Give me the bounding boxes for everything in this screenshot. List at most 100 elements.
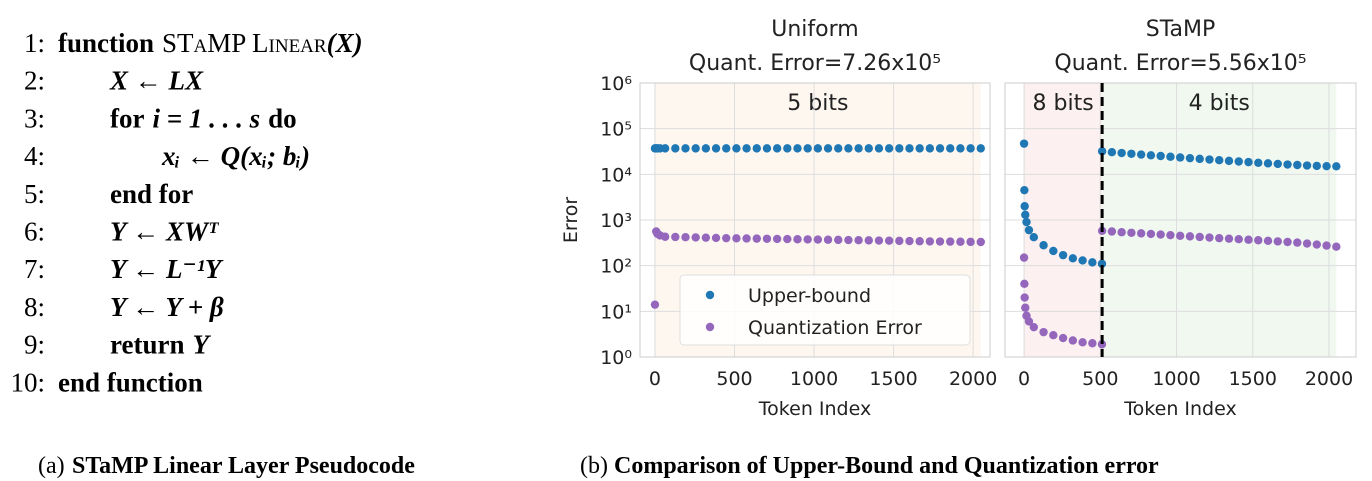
data-point [1254, 236, 1263, 245]
data-point [1020, 202, 1029, 211]
data-point [681, 233, 690, 242]
data-point [864, 144, 873, 153]
code-keyword: end for [110, 179, 193, 209]
x-tick-label: 1500 [1229, 368, 1277, 390]
data-point [783, 234, 792, 244]
data-point [1215, 155, 1224, 165]
data-point [1215, 233, 1224, 243]
y-tick-label: 10³ [600, 210, 632, 232]
data-point [925, 237, 935, 246]
data-point [905, 236, 914, 246]
data-point [915, 237, 924, 246]
x-tick-label: 1000 [790, 368, 838, 390]
data-point [1117, 228, 1126, 237]
data-point [1166, 152, 1175, 161]
data-point [976, 144, 985, 153]
code-code: i = 1 . . . s [152, 103, 260, 133]
data-point [650, 300, 660, 309]
legend-marker [705, 290, 715, 300]
data-point [772, 144, 782, 153]
data-point [823, 144, 833, 153]
region-label: 4 bits [1189, 91, 1250, 116]
data-point [762, 234, 772, 243]
line-number: 4: [24, 141, 45, 171]
data-point [1058, 333, 1068, 343]
data-point [1166, 230, 1175, 240]
data-point [1068, 336, 1078, 345]
data-point [895, 144, 904, 153]
line-number: 7: [24, 254, 45, 284]
data-point [1127, 149, 1136, 158]
data-point [732, 144, 741, 153]
caption-label: (a) [38, 453, 65, 479]
data-point [1263, 159, 1273, 168]
data-point [976, 237, 985, 247]
data-point [1234, 157, 1243, 166]
code-line: end function [58, 367, 203, 397]
data-point [1117, 148, 1126, 158]
data-point [1097, 340, 1107, 349]
data-point [1322, 161, 1331, 171]
data-point [844, 144, 853, 153]
chart-title: Uniform [771, 17, 858, 42]
code-code: xᵢ ← Q(xᵢ; bᵢ) [161, 141, 310, 171]
data-point [732, 234, 741, 243]
data-point [1024, 225, 1034, 235]
data-point [671, 232, 680, 242]
data-point [1185, 232, 1195, 241]
data-point [1020, 185, 1029, 195]
data-point [834, 144, 843, 153]
data-point [681, 144, 690, 153]
data-point [1293, 160, 1302, 170]
line-number: 2: [24, 66, 45, 96]
data-point [660, 232, 670, 241]
data-point [1024, 317, 1034, 326]
code-end: do [268, 103, 297, 133]
data-point [1021, 303, 1030, 312]
data-point [1302, 161, 1312, 170]
data-point [1273, 159, 1282, 169]
data-point [1146, 151, 1156, 160]
data-point [1273, 237, 1282, 246]
data-point [854, 236, 863, 245]
y-tick-label: 10² [600, 256, 632, 278]
data-point [1136, 229, 1146, 238]
data-point [1205, 233, 1214, 242]
code-code: Y ← L⁻¹Y [110, 254, 224, 284]
caption-label: (b) [580, 453, 608, 479]
data-point [925, 144, 935, 153]
data-point [864, 236, 873, 245]
data-point [701, 233, 711, 242]
code-code: (X) [327, 28, 363, 58]
data-point [742, 144, 751, 153]
data-point [874, 236, 884, 245]
data-point [1039, 241, 1048, 250]
code-line: xᵢ ← Q(xᵢ; bᵢ) [161, 141, 310, 171]
data-point [834, 235, 843, 245]
data-point [1254, 158, 1263, 167]
data-point [915, 144, 924, 153]
data-point [1224, 156, 1234, 166]
data-point [752, 234, 761, 243]
data-point [711, 144, 721, 153]
code-keyword: for [110, 103, 144, 133]
data-point [711, 233, 721, 243]
line-number: 6: [24, 217, 45, 247]
data-point [1244, 157, 1253, 167]
data-point [742, 234, 751, 243]
region-label: 5 bits [787, 91, 848, 116]
data-point [1224, 234, 1234, 243]
data-point [1029, 322, 1039, 332]
data-point [1127, 228, 1136, 237]
line-number: 8: [24, 292, 45, 322]
chart-title: STaMP [1146, 17, 1216, 42]
legend-label: Upper-bound [748, 285, 871, 307]
data-point [1322, 241, 1331, 250]
data-point [1156, 151, 1165, 161]
code-keyword: end function [58, 367, 203, 397]
x-tick-label: 1000 [1152, 368, 1200, 390]
data-point [762, 144, 772, 153]
data-point [884, 236, 894, 245]
data-point [854, 144, 863, 153]
data-point [1205, 155, 1214, 164]
